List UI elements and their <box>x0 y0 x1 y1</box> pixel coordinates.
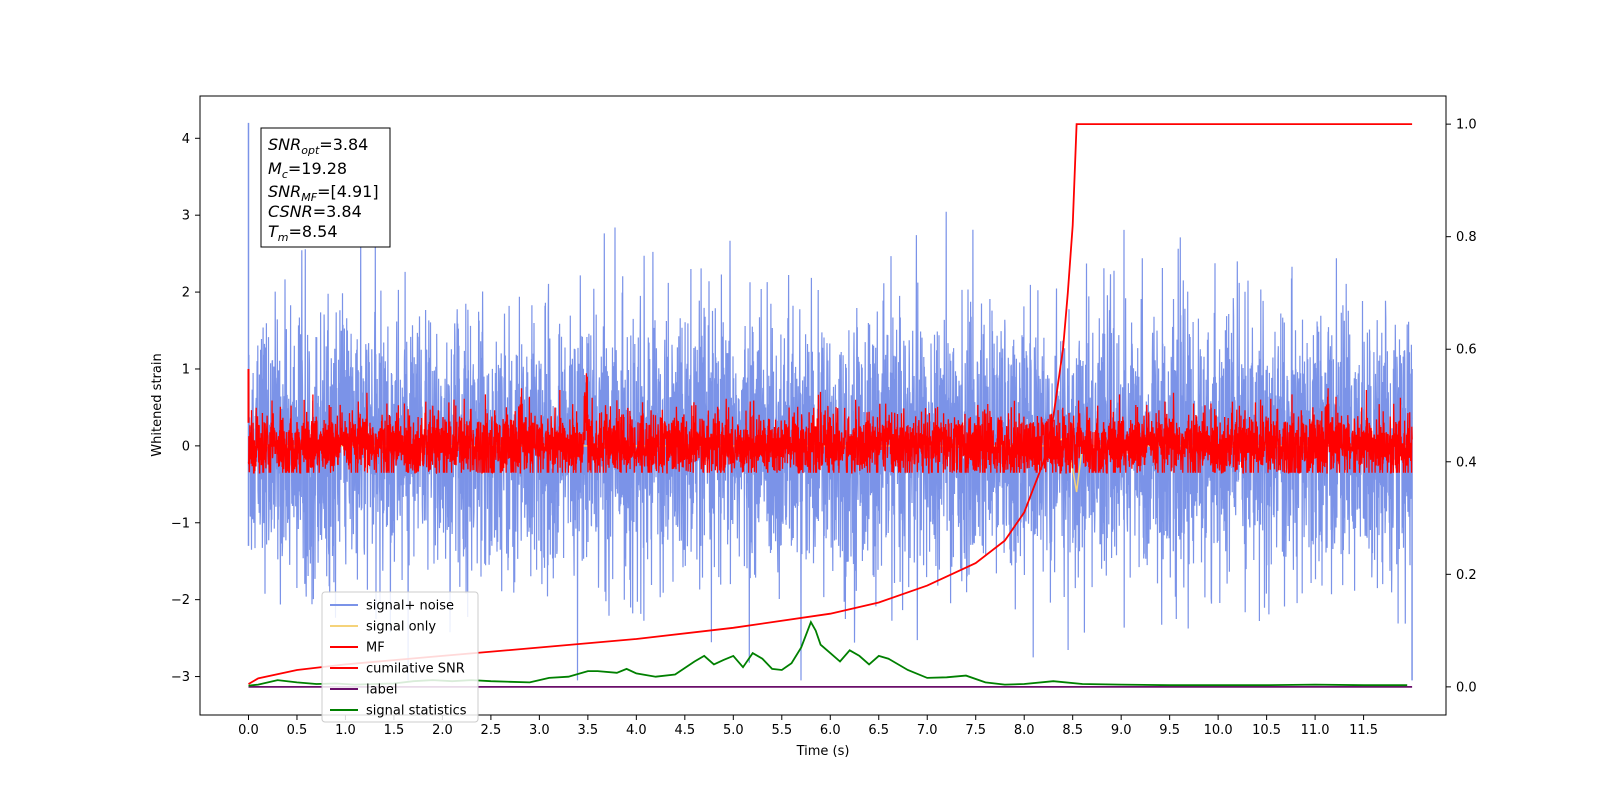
y-tick-label: −3 <box>171 670 190 685</box>
info-snr-opt-subscript: opt <box>301 144 320 157</box>
series-mf <box>247 373 1413 475</box>
info-snr-opt: SNRopt=3.84 <box>268 135 368 157</box>
x-tick-label: 9.0 <box>1111 723 1132 738</box>
x-tick-label: 2.0 <box>432 723 453 738</box>
x-tick-label: 5.5 <box>771 723 792 738</box>
y-axis-right: 0.0 0.2 0.4 0.6 0.8 1.0 <box>1446 118 1477 695</box>
y-tick-label: 3 <box>182 209 190 224</box>
info-mc-value: =19.28 <box>288 159 347 178</box>
y2-tick-label: 0.6 <box>1456 343 1477 358</box>
y-axis-left: −3 −2 −1 0 1 2 3 4 <box>171 132 200 685</box>
legend-label: signal+ noise <box>366 599 454 614</box>
y2-tick-label: 1.0 <box>1456 118 1477 133</box>
x-tick-label: 11.5 <box>1349 723 1378 738</box>
y-tick-label: 1 <box>182 362 190 377</box>
y2-tick-label: 0.0 <box>1456 680 1477 695</box>
legend-label: label <box>366 683 397 698</box>
x-tick-label: 0.0 <box>238 723 259 738</box>
x-tick-label: 1.5 <box>384 723 405 738</box>
info-snr-mf-subscript: MF <box>301 191 317 204</box>
info-mc: Mc=19.28 <box>268 159 347 181</box>
y-tick-label: 0 <box>182 439 190 454</box>
x-tick-label: 8.0 <box>1014 723 1035 738</box>
y2-tick-label: 0.8 <box>1456 230 1477 245</box>
info-snr-mf-symbol: SNR <box>268 182 301 201</box>
info-csnr-value: =3.84 <box>313 202 362 221</box>
x-tick-label: 7.5 <box>965 723 986 738</box>
legend-label: signal only <box>366 620 436 635</box>
info-snr-mf: SNRMF=[4.91] <box>268 182 379 204</box>
y-tick-label: −2 <box>171 593 190 608</box>
info-mc-subscript: c <box>282 168 288 181</box>
x-tick-label: 0.5 <box>287 723 308 738</box>
info-mc-symbol: M <box>268 159 282 178</box>
x-tick-label: 6.0 <box>820 723 841 738</box>
legend-label: MF <box>366 641 385 656</box>
x-tick-label: 10.0 <box>1204 723 1233 738</box>
info-csnr-symbol: CSNR <box>268 202 313 221</box>
x-tick-label: 1.0 <box>335 723 356 738</box>
x-tick-label: 8.5 <box>1062 723 1083 738</box>
legend-label: cumilative SNR <box>366 662 465 677</box>
x-tick-label: 4.0 <box>626 723 647 738</box>
info-snr-mf-value: =[4.91] <box>317 182 379 201</box>
x-tick-label: 9.5 <box>1159 723 1180 738</box>
info-box: SNRopt=3.84 Mc=19.28 SNRMF=[4.91] CSNR=3… <box>260 127 391 248</box>
x-tick-label: 3.5 <box>578 723 599 738</box>
x-tick-label: 10.5 <box>1252 723 1281 738</box>
x-tick-label: 4.5 <box>674 723 695 738</box>
x-tick-label: 5.0 <box>723 723 744 738</box>
info-csnr: CSNR=3.84 <box>268 202 362 221</box>
x-tick-label: 6.5 <box>868 723 889 738</box>
y-axis-label: Whitened strain <box>150 353 165 456</box>
info-snr-opt-value: =3.84 <box>319 135 368 154</box>
x-tick-label: 7.0 <box>917 723 938 738</box>
x-tick-label: 11.0 <box>1301 723 1330 738</box>
y2-tick-label: 0.4 <box>1456 455 1477 470</box>
x-axis-label: Time (s) <box>796 744 850 759</box>
legend-label: signal statistics <box>366 704 467 719</box>
legend: signal+ noise signal only MF cumilative SNR… <box>321 591 479 723</box>
y-tick-label: −1 <box>171 516 190 531</box>
info-snr-opt-symbol: SNR <box>268 135 301 154</box>
info-tm-symbol: T <box>268 222 279 241</box>
info-tm-value: =8.54 <box>289 222 338 241</box>
x-tick-label: 2.5 <box>481 723 502 738</box>
info-tm: Tm=8.54 <box>268 222 338 244</box>
y-tick-label: 2 <box>182 286 190 301</box>
x-axis: 0.0 0.5 1.0 1.5 2.0 2.5 3.0 3.5 4.0 4.5 5.0 5.5 6.0 6… <box>238 715 1378 738</box>
plot-frame <box>199 95 1447 716</box>
info-tm-subscript: m <box>278 231 289 244</box>
y2-tick-label: 0.2 <box>1456 568 1477 583</box>
x-tick-label: 3.0 <box>529 723 550 738</box>
y-tick-label: 4 <box>182 132 190 147</box>
legend-frame <box>321 591 479 723</box>
info-box-frame <box>260 127 391 248</box>
